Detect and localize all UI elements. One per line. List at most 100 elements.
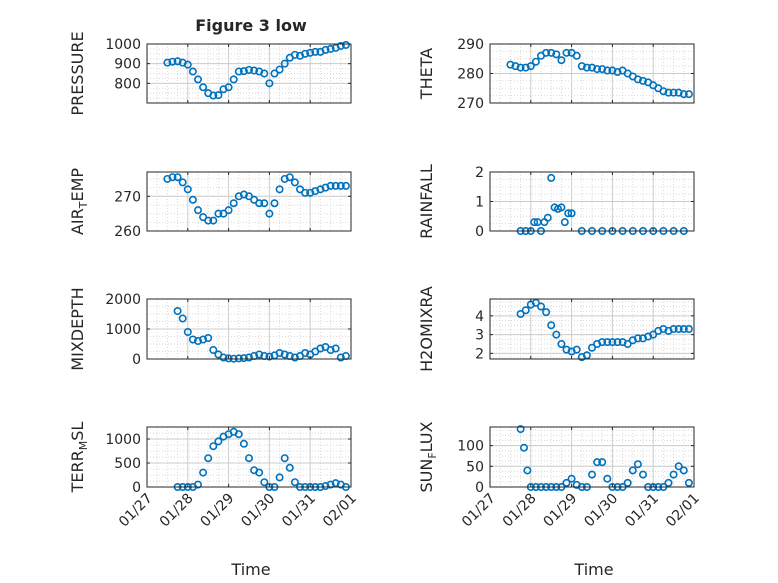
- data-point: [336, 41, 345, 50]
- figure-title: Figure 3 low: [195, 16, 307, 35]
- data-point: [664, 478, 673, 487]
- y-tick-label: 800: [114, 76, 141, 92]
- data-point: [183, 327, 192, 336]
- data-point: [265, 209, 274, 218]
- x-tick-label: 01/30: [238, 491, 278, 531]
- data-point: [562, 478, 571, 487]
- y-tick-label: 1000: [105, 432, 141, 448]
- data-point: [542, 308, 551, 317]
- data-point: [275, 185, 284, 194]
- data-point: [290, 353, 299, 362]
- x-tick-label: 01/30: [581, 491, 621, 531]
- data-point: [557, 339, 566, 348]
- data-point: [326, 345, 335, 354]
- data-point: [633, 460, 642, 469]
- data-point: [301, 348, 310, 357]
- data-point: [587, 63, 596, 72]
- data-point: [204, 454, 213, 463]
- data-point: [188, 335, 197, 344]
- data-point: [245, 454, 254, 463]
- data-point: [543, 213, 552, 222]
- data-point: [194, 206, 203, 215]
- y-tick-label: 270: [114, 189, 141, 205]
- data-point: [219, 353, 228, 362]
- x-tick-label: 01/29: [198, 491, 238, 531]
- x-tick-label: 01/28: [157, 491, 197, 531]
- data-point: [245, 353, 254, 362]
- data-point: [199, 335, 208, 344]
- data-point: [265, 79, 274, 88]
- data-point: [341, 40, 350, 49]
- subplot-sun_flux: 0 50 100 01/27 01/28 01/29 01/30 01/31 02/01 SUNF…: [417, 421, 703, 530]
- data-point: [613, 68, 622, 77]
- data-point: [280, 454, 289, 463]
- data-point: [209, 216, 218, 225]
- data-point: [511, 62, 520, 71]
- data-point: [593, 458, 602, 467]
- subplot-air_temp: 260 270 AIRTEMP: [68, 168, 352, 240]
- x-tick-label: 02/01: [663, 491, 703, 531]
- data-point: [516, 425, 525, 434]
- data-point: [587, 343, 596, 352]
- data-point: [547, 173, 556, 182]
- data-point: [275, 348, 284, 357]
- y-tick-label: 50: [466, 459, 484, 475]
- x-axis-label-left: Time: [230, 560, 270, 579]
- x-tick-label: 01/28: [500, 491, 540, 531]
- y-tick-label: 0: [475, 224, 484, 240]
- subplot-terr_msl: 0 500 1000 01/27 01/28 01/29 01/30 01/31 02/01 TE…: [68, 422, 360, 531]
- data-point: [587, 470, 596, 479]
- y-tick-label: 2: [475, 346, 484, 362]
- data-point: [669, 470, 678, 479]
- y-tick-label: 260: [114, 224, 141, 240]
- data-point: [311, 47, 320, 56]
- data-point: [234, 67, 243, 76]
- y-axis-label: H2OMIXRA: [417, 286, 436, 372]
- data-point: [567, 209, 576, 218]
- subplot-pressure: 800 900 1000 PRESSURE: [68, 31, 352, 116]
- data-point: [214, 437, 223, 446]
- data-point: [521, 63, 530, 72]
- data-point: [275, 473, 284, 482]
- data-point: [536, 302, 545, 311]
- y-tick-label: 1000: [105, 37, 141, 53]
- subplot-h2omixra: 2 3 4 H2OMIXRA: [417, 286, 695, 372]
- data-point: [582, 63, 591, 72]
- y-tick-label: 270: [457, 96, 484, 112]
- data-point: [638, 76, 647, 85]
- data-point: [326, 181, 335, 190]
- y-tick-label: 900: [114, 57, 141, 73]
- x-tick-label: 01/27: [459, 491, 499, 531]
- data-point: [542, 48, 551, 57]
- data-point: [280, 59, 289, 68]
- data-point: [603, 66, 612, 75]
- data-point: [526, 62, 535, 71]
- data-point: [199, 83, 208, 92]
- y-tick-label: 290: [457, 37, 484, 53]
- data-point: [290, 478, 299, 487]
- y-axis-label: PRESSURE: [68, 31, 87, 115]
- axes-box: [489, 426, 695, 488]
- data-point: [516, 63, 525, 72]
- data-point: [321, 45, 330, 54]
- data-point: [679, 324, 688, 333]
- data-point: [598, 458, 607, 467]
- data-point: [557, 56, 566, 65]
- data-point: [194, 336, 203, 345]
- data-point: [204, 216, 213, 225]
- data-point: [290, 178, 299, 187]
- data-point: [229, 75, 238, 84]
- data-point: [168, 173, 177, 182]
- data-point: [684, 324, 693, 333]
- data-point: [234, 430, 243, 439]
- data-point: [255, 350, 264, 359]
- data-point: [684, 90, 693, 99]
- data-point: [229, 199, 238, 208]
- data-point: [669, 88, 678, 97]
- subplot-theta: 270 280 290 THETA: [417, 37, 695, 112]
- data-point: [188, 67, 197, 76]
- y-tick-label: 1: [475, 195, 484, 211]
- data-point: [275, 65, 284, 74]
